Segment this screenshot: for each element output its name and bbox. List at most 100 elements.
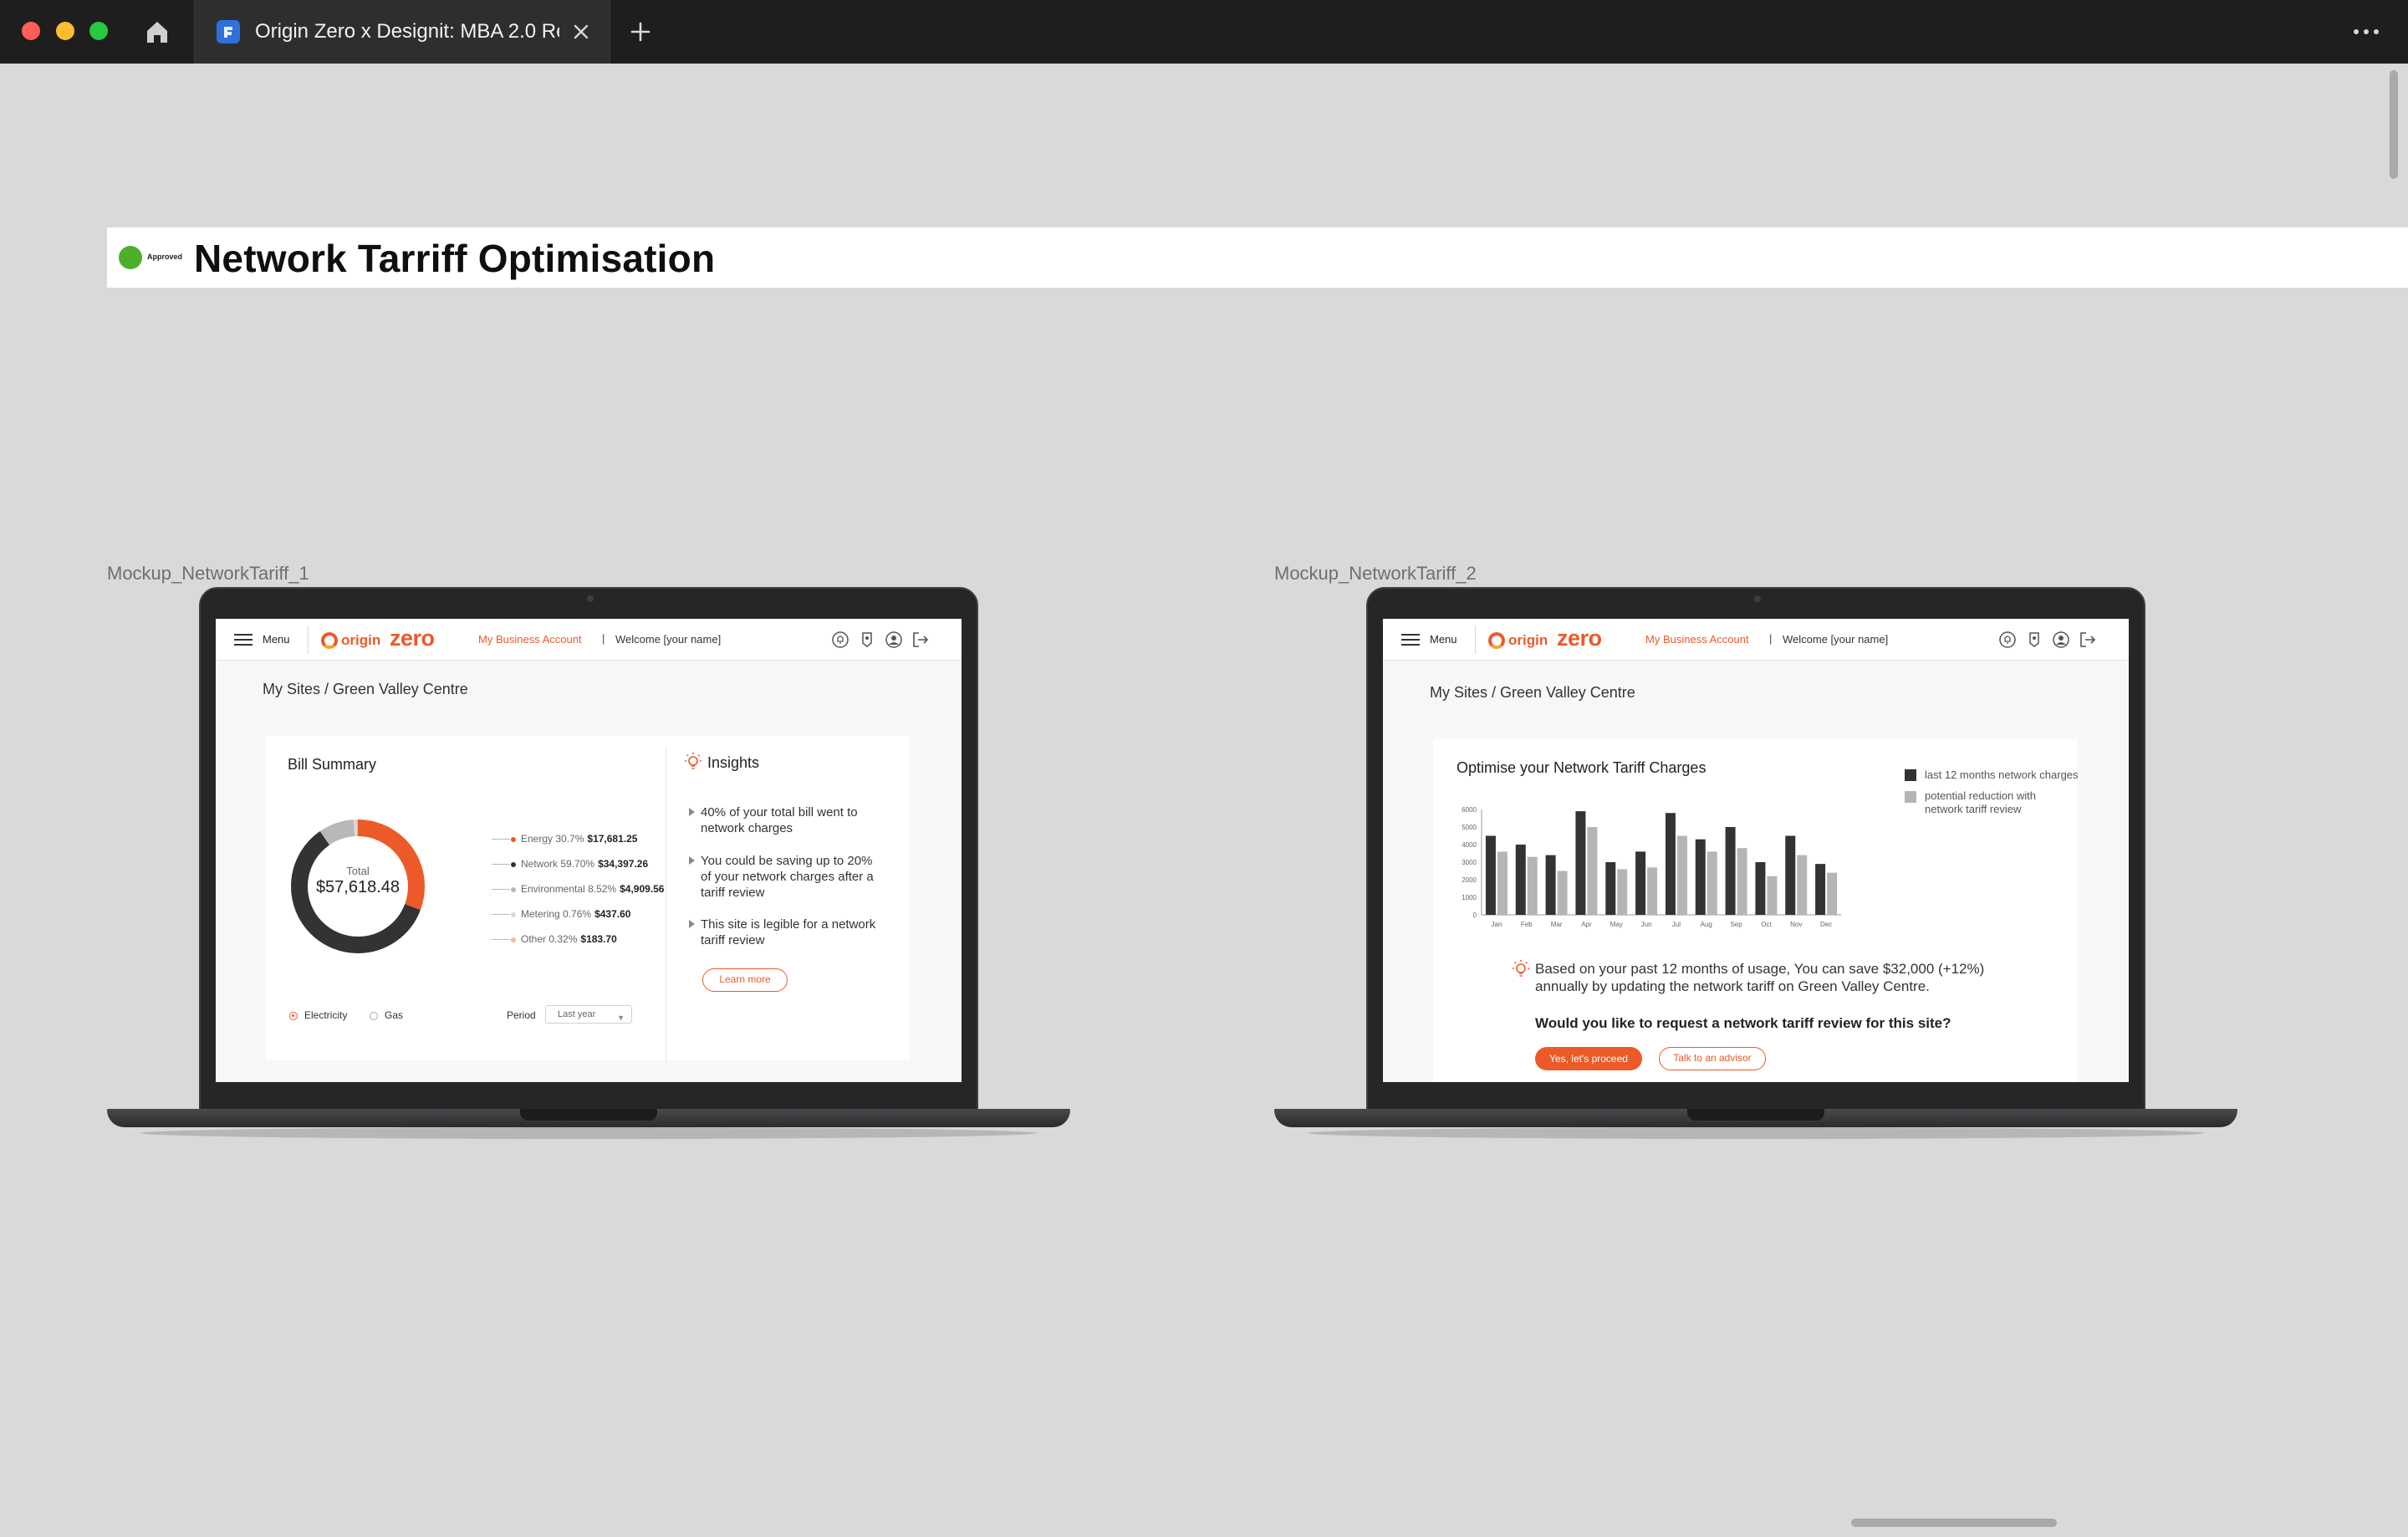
bar-jan-series-2 xyxy=(1497,851,1508,915)
laptop-mockup-2[interactable]: Menu origin zero My Business Account | W… xyxy=(1274,585,2237,1144)
legend-last-12-months: last 12 months network charges xyxy=(1925,768,2079,781)
bar-sep-series-1 xyxy=(1725,827,1736,915)
hamburger-menu-icon[interactable] xyxy=(234,634,253,646)
electricity-label: Electricity xyxy=(304,1009,348,1021)
logout-icon[interactable] xyxy=(911,631,930,649)
origin-zero-logo[interactable]: origin zero xyxy=(1488,626,1619,652)
bar-aug-series-1 xyxy=(1695,839,1706,915)
menu-label[interactable]: Menu xyxy=(263,633,290,646)
legend-row-metering: Metering 0.76% $437.60 xyxy=(492,908,630,920)
frame-label-1[interactable]: Mockup_NetworkTariff_1 xyxy=(107,563,309,584)
header-separator: | xyxy=(1769,632,1773,645)
user-icon[interactable] xyxy=(2052,631,2070,649)
period-select-value: Last year xyxy=(558,1009,596,1019)
x-tick-label: Dec xyxy=(1820,921,1832,928)
minimize-window-button[interactable] xyxy=(56,22,74,40)
vertical-scrollbar[interactable] xyxy=(2390,70,2398,179)
network-charges-bar-chart: 0 1000 2000 3000 4000 5000 6000 Jan Feb Mar Apr May… xyxy=(1462,806,1841,928)
talk-to-advisor-button[interactable]: Talk to an advisor xyxy=(1659,1047,1766,1070)
bar-mar-series-1 xyxy=(1545,855,1556,915)
x-tick-label: Feb xyxy=(1521,921,1533,928)
proceed-button[interactable]: Yes, let's proceed xyxy=(1535,1047,1642,1070)
more-options-icon[interactable] xyxy=(2348,17,2385,47)
bar-feb-series-1 xyxy=(1515,845,1526,915)
logo-ring-icon xyxy=(1488,632,1505,649)
bill-summary-card: Bill Summary Total $57,618.48 Energy 30.… xyxy=(266,736,910,1062)
help-icon[interactable] xyxy=(2025,631,2043,649)
total-label: Total xyxy=(346,865,370,877)
status-indicator xyxy=(119,246,142,269)
camera xyxy=(587,595,594,602)
bar-dec-series-2 xyxy=(1827,872,1838,915)
bell-icon[interactable] xyxy=(831,631,849,649)
y-tick-label: 6000 xyxy=(1462,806,1477,814)
help-icon[interactable] xyxy=(858,631,876,649)
bar-nov-series-1 xyxy=(1785,835,1796,915)
frame-label-2[interactable]: Mockup_NetworkTariff_2 xyxy=(1274,563,1477,584)
bar-oct-series-1 xyxy=(1755,862,1766,915)
bar-jul-series-2 xyxy=(1676,835,1687,915)
insight-item: 40% of your total bill went to network c… xyxy=(701,805,858,835)
tab-title: Origin Zero x Designit: MBA 2.0 Re xyxy=(255,20,559,43)
header-divider xyxy=(1475,626,1476,654)
learn-more-button[interactable]: Learn more xyxy=(702,968,788,992)
close-window-button[interactable] xyxy=(22,22,40,40)
insight-item: This site is legible for a network tarif… xyxy=(701,917,876,947)
bar-may-series-1 xyxy=(1605,862,1616,915)
legend-row-other: Other 0.32% $183.70 xyxy=(492,933,617,945)
bar-may-series-2 xyxy=(1617,869,1628,915)
bar-jul-series-1 xyxy=(1665,813,1676,915)
close-tab-icon[interactable] xyxy=(568,18,594,45)
gas-radio[interactable] xyxy=(370,1012,378,1020)
electricity-radio[interactable] xyxy=(289,1012,298,1020)
bar-nov-series-2 xyxy=(1797,855,1808,915)
camera xyxy=(1754,595,1761,602)
savings-message: Based on your past 12 months of usage, Y… xyxy=(1535,961,1985,994)
hamburger-menu-icon[interactable] xyxy=(1401,634,1420,646)
bullet-arrow-icon xyxy=(689,920,695,928)
bar-jun-series-2 xyxy=(1647,867,1658,915)
x-tick-label: Jan xyxy=(1491,921,1502,928)
legend-row-environmental: Environmental 8.52% $4,909.56 xyxy=(492,883,664,895)
laptop-mockup-1[interactable]: Menu origin zero My Business Account | W… xyxy=(107,585,1070,1144)
bar-aug-series-2 xyxy=(1707,851,1717,915)
legend-swatch-last-12-months xyxy=(1905,769,1916,781)
bar-apr-series-1 xyxy=(1575,811,1586,915)
my-business-account-link[interactable]: My Business Account xyxy=(478,633,582,646)
app-header: Menu origin zero My Business Account | W… xyxy=(216,619,962,661)
laptop-shadow xyxy=(1308,1127,2204,1139)
home-icon[interactable] xyxy=(140,15,174,49)
donut-segment-network xyxy=(291,820,425,953)
lightbulb-icon xyxy=(1512,960,1530,978)
my-business-account-link[interactable]: My Business Account xyxy=(1645,633,1749,646)
user-icon[interactable] xyxy=(885,631,903,649)
period-select[interactable]: Last year ▼ xyxy=(545,1005,632,1024)
bell-icon[interactable] xyxy=(1998,631,2017,649)
y-tick-label: 5000 xyxy=(1462,824,1477,831)
x-tick-label: Nov xyxy=(1790,921,1802,928)
y-tick-label: 1000 xyxy=(1462,894,1477,901)
logo-ring-icon xyxy=(321,632,338,649)
maximize-window-button[interactable] xyxy=(89,22,108,40)
logo-origin-text: origin xyxy=(341,632,381,648)
logo-zero-text: zero xyxy=(1557,626,1602,651)
horizontal-scrollbar[interactable] xyxy=(1851,1519,2057,1527)
new-tab-icon[interactable] xyxy=(625,17,656,47)
welcome-text: Welcome [your name] xyxy=(1783,633,1889,646)
header-separator: | xyxy=(602,632,605,645)
legend-potential-reduction: potential reduction with network tariff … xyxy=(1925,789,2036,815)
legend-swatch-potential-reduction xyxy=(1905,791,1916,803)
laptop-screen: Menu origin zero My Business Account | W… xyxy=(216,619,962,1082)
logout-icon[interactable] xyxy=(2079,631,2097,649)
x-tick-label: Jul xyxy=(1672,921,1681,928)
donut-segment-other xyxy=(291,820,425,953)
menu-label[interactable]: Menu xyxy=(1430,633,1457,646)
document-tab[interactable]: Origin Zero x Designit: MBA 2.0 Re xyxy=(194,0,610,64)
bar-sep-series-2 xyxy=(1737,848,1747,915)
total-value: $57,618.48 xyxy=(315,878,400,896)
breadcrumb[interactable]: My Sites / Green Valley Centre xyxy=(1430,684,1635,701)
header-divider xyxy=(308,626,309,654)
origin-zero-logo[interactable]: origin zero xyxy=(321,626,452,652)
bullet-arrow-icon xyxy=(689,856,695,865)
breadcrumb[interactable]: My Sites / Green Valley Centre xyxy=(263,681,468,697)
